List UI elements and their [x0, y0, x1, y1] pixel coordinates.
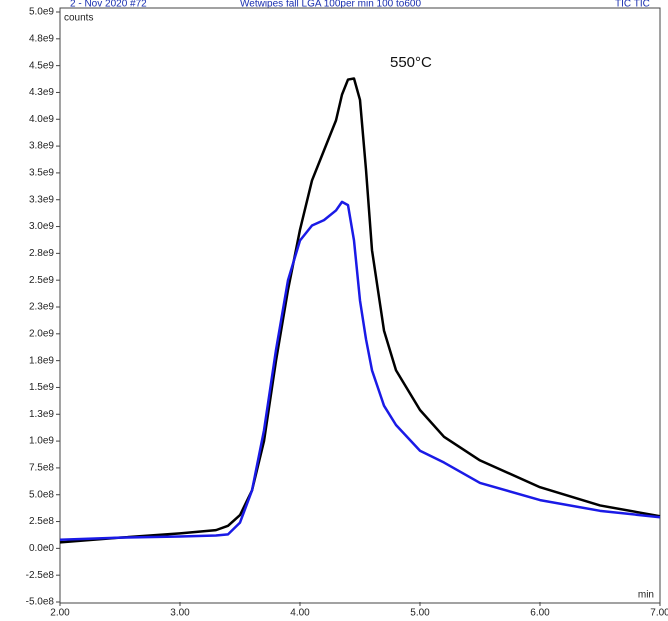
- x-tick-label: 6.00: [530, 608, 550, 619]
- y-tick-label: -5.0e8: [26, 597, 55, 608]
- y-tick-label: 1.3e9: [29, 409, 54, 420]
- y-tick-label: 4.0e9: [29, 114, 54, 125]
- x-tick-label: 5.00: [410, 608, 430, 619]
- x-tick-label: 2.00: [50, 608, 70, 619]
- y-tick-label: 5.0e9: [29, 7, 54, 18]
- header-text: 2 - Nov 2020 #72: [70, 0, 147, 10]
- x-tick-label: 3.00: [170, 608, 190, 619]
- series-line: [59, 200, 661, 542]
- y-tick-label: 4.5e9: [29, 60, 54, 71]
- y-axis-label: counts: [64, 13, 93, 24]
- y-tick-label: 7.5e8: [29, 463, 54, 474]
- header-text: Wetwipes fall LGA 100per min 100 to600: [240, 0, 421, 10]
- plot-frame: [59, 7, 661, 604]
- y-tick-label: 2.5e9: [29, 275, 54, 286]
- series-line: [59, 77, 661, 544]
- y-tick-label: 4.8e9: [29, 33, 54, 44]
- annotation: 550°C: [390, 54, 432, 71]
- y-tick-label: 3.5e9: [29, 168, 54, 179]
- header-text: TIC TIC: [615, 0, 650, 10]
- y-tick-label: 2.0e9: [29, 328, 54, 339]
- y-tick-label: -2.5e8: [26, 570, 55, 581]
- y-tick-label: 4.3e9: [29, 87, 54, 98]
- y-tick-label: 2.5e8: [29, 516, 54, 527]
- y-tick-label: 1.0e9: [29, 436, 54, 447]
- y-tick-label: 0.0e0: [29, 543, 54, 554]
- y-tick-label: 5.0e8: [29, 489, 54, 500]
- y-tick-label: 1.8e9: [29, 355, 54, 366]
- x-tick-label: 7.00: [650, 608, 668, 619]
- y-tick-label: 1.5e9: [29, 382, 54, 393]
- x-axis-label: min: [638, 590, 654, 601]
- y-tick-label: 2.3e9: [29, 302, 54, 313]
- y-tick-label: 3.3e9: [29, 194, 54, 205]
- y-tick-label: 3.0e9: [29, 221, 54, 232]
- y-tick-label: 3.8e9: [29, 141, 54, 152]
- x-tick-label: 4.00: [290, 608, 310, 619]
- y-tick-label: 2.8e9: [29, 248, 54, 259]
